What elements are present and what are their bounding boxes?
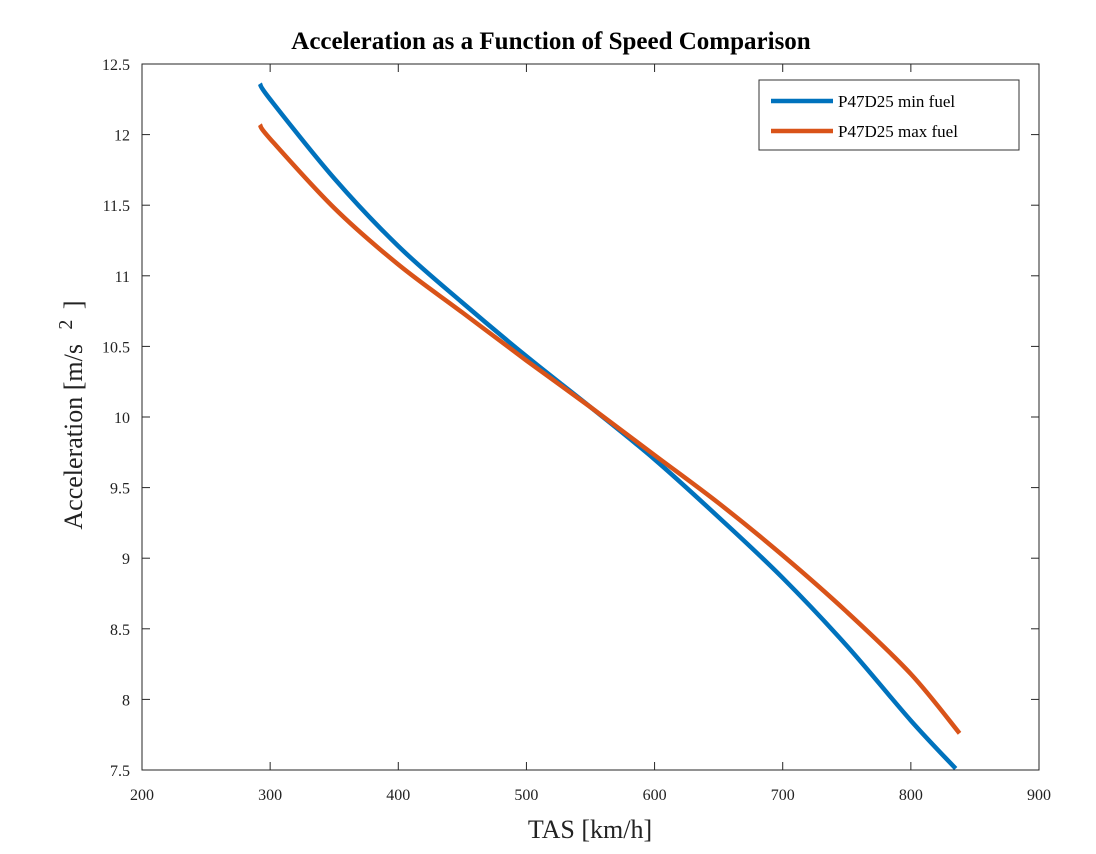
y-axis-label: Acceleration [m/s 2 ] [49, 300, 88, 529]
axes-layer [141, 63, 1040, 771]
x-tick-label: 700 [771, 787, 795, 804]
x-tick-label: 300 [258, 787, 282, 804]
legend: P47D25 min fuel P47D25 max fuel [758, 79, 1020, 151]
x-axis-label: TAS [km/h] [528, 815, 652, 844]
y-tick-label: 10.5 [102, 339, 130, 356]
y-tick-label: 8 [122, 692, 130, 709]
y-tick-label: 12.5 [102, 57, 130, 74]
x-tick-label: 800 [899, 787, 923, 804]
y-axis-label-main: Acceleration [m/s [59, 344, 88, 530]
legend-label-1: P47D25 min fuel [838, 92, 955, 111]
chart-title: Acceleration as a Function of Speed Comp… [291, 28, 811, 55]
series-layer [257, 82, 962, 771]
series-line-2 [257, 123, 962, 735]
y-tick-labels: 7.5 8 8.5 9 9.5 10 10.5 11 11.5 12 12.5 [102, 57, 130, 780]
y-tick-label: 11 [115, 269, 130, 286]
legend-box [758, 79, 1020, 151]
y-axis-label-superscript: 2 [55, 320, 77, 330]
x-tick-label: 200 [130, 787, 154, 804]
y-tick-label: 7.5 [110, 763, 130, 780]
y-tick-label: 9.5 [110, 481, 130, 498]
x-tick-labels: 200 300 400 500 600 700 800 900 [130, 787, 1051, 804]
y-tick-label: 8.5 [110, 622, 130, 639]
y-tick-label: 12 [114, 128, 130, 145]
x-tick-label: 500 [514, 787, 538, 804]
x-tick-label: 900 [1027, 787, 1051, 804]
y-axis-label-close: ] [59, 300, 88, 309]
legend-label-2: P47D25 max fuel [838, 122, 958, 141]
y-tick-label: 11.5 [103, 198, 130, 215]
y-tick-label: 10 [114, 410, 130, 427]
x-tick-label: 400 [386, 787, 410, 804]
y-tick-label: 9 [122, 551, 130, 568]
x-tick-label: 600 [643, 787, 667, 804]
